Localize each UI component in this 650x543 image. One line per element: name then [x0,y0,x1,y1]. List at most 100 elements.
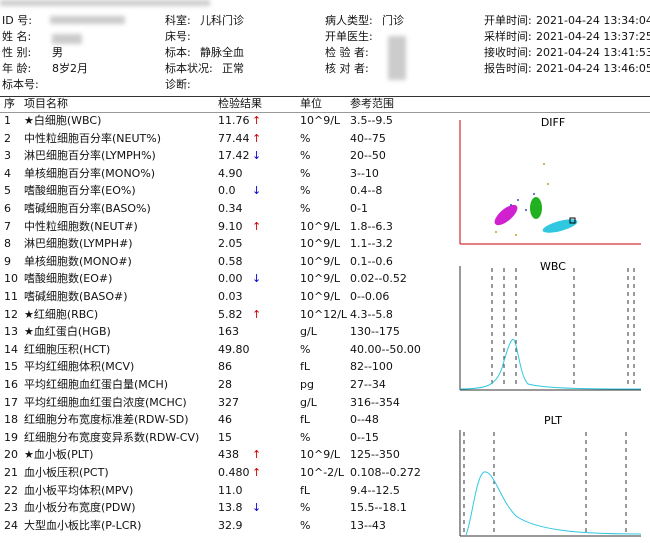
graph-title: WBC [540,260,566,273]
result-flag: ↑ [252,466,262,479]
row-number: 3 [4,149,11,163]
item-name: 中性粒细胞百分率(NEUT%) [24,131,161,145]
unit: % [300,184,311,198]
blurred-signature [388,36,406,80]
result: 17.42 [218,149,250,163]
reference-range: 0.1--0.6 [350,254,393,268]
unit: fL [300,360,311,374]
item-name: ★血小板(PLT) [24,448,94,462]
reference-range: 40--75 [350,131,386,145]
row-number: 1 [4,114,11,127]
result: 9.10 [218,219,243,233]
result: 163 [218,325,239,339]
item-name: ★白细胞(WBC) [24,114,102,127]
reference-range: 0--15 [350,430,379,444]
field-value: 2021-04-24 13:37:25 [536,30,650,43]
unit: 10^9/L [300,448,341,462]
result-flag: ↓ [252,501,262,515]
item-name: 大型血小板比率(P-LCR) [24,518,142,532]
item-name: 单核细胞百分率(MONO%) [24,166,156,180]
graph-title: DIFF [541,116,565,129]
result: 77.44 [218,131,250,145]
rule [0,112,650,113]
item-name: 中性粒细胞数(NEUT#) [24,219,138,233]
field-label: 床号: [165,30,191,43]
field-label: 姓 名: [2,30,32,43]
item-name: 嗜碱细胞百分率(BASO%) [24,202,151,215]
unit: % [300,202,311,215]
result: 5.82 [218,307,243,321]
unit: 10^-2/L [300,466,345,479]
unit: 10^9/L [300,114,341,127]
unit: 10^9/L [300,219,341,233]
result: 15 [218,430,232,444]
row-number: 7 [4,219,11,233]
unit: 10^9/L [300,272,341,286]
field-label: 标本: [165,46,191,59]
field-value: 门诊 [382,14,404,27]
field-value: 正常 [222,62,244,75]
field-label: 核 对 者: [325,62,369,75]
result: 11.76 [218,114,250,127]
result: 32.9 [218,518,243,532]
reference-range: 3.5--9.5 [350,114,393,127]
column-header: 参考范围 [350,97,394,110]
result: 0.0 [218,184,236,198]
item-name: 平均红细胞血红蛋白浓度(MCHC) [24,395,187,409]
unit: 10^9/L [300,237,341,251]
reference-range: 20--50 [350,149,386,163]
reference-range: 0.108--0.272 [350,466,421,479]
diff-graph: DIFF [459,116,641,245]
unit: % [300,131,311,145]
row-number: 6 [4,202,11,215]
result: 0.00 [218,272,243,286]
row-number: 21 [4,466,18,479]
reference-range: 82--100 [350,360,393,374]
rule [0,96,650,97]
item-name: 血小板压积(PCT) [24,466,109,479]
field-label: 开单医生: [325,30,373,43]
field-value: 男 [52,46,63,59]
graph-title: PLT [544,414,562,427]
blurred-name [52,34,82,44]
row-number: 11 [4,290,18,303]
item-name: ★血红蛋白(HGB) [24,325,111,339]
unit: 10^12/L [300,307,348,321]
reference-range: 27--34 [350,378,386,391]
column-header: 项目名称 [24,97,68,110]
field-label: 检 验 者: [325,46,369,59]
column-header: 单位 [300,97,322,110]
field-label: 年 龄: [2,62,32,75]
result: 438 [218,448,239,462]
item-name: 单核细胞数(MONO#) [24,254,132,268]
field-label: 病人类型: [325,14,373,27]
result: 86 [218,360,232,374]
result: 11.0 [218,483,243,497]
row-number: 8 [4,237,11,251]
field-label: 标本状况: [165,62,213,75]
unit: % [300,501,311,515]
result-flag: ↑ [252,448,262,462]
item-name: 血小板平均体积(MPV) [24,483,134,497]
reference-range: 0--48 [350,413,379,427]
reference-range: 0.02--0.52 [350,272,407,286]
field-value: 2021-04-24 13:34:04 [536,14,650,27]
unit: % [300,166,311,180]
unit: % [300,430,311,444]
field-label: 诊断: [165,78,191,91]
item-name: 红细胞分布宽度变异系数(RDW-CV) [24,430,200,444]
row-number: 15 [4,360,18,374]
reference-range: 0.4--8 [350,184,383,198]
item-name: 嗜酸细胞百分率(EO%) [24,184,136,198]
item-name: ★红细胞(RBC) [24,307,99,321]
item-name: 平均红细胞体积(MCV) [24,360,135,374]
field-label: 开单时间: [484,14,532,27]
row-number: 17 [4,395,18,409]
result: 4.90 [218,166,243,180]
result-flag: ↓ [252,149,262,163]
item-name: 淋巴细胞数(LYMPH#) [24,237,133,251]
reference-range: 1.8--6.3 [350,219,393,233]
field-value: 2021-04-24 13:46:05 [536,62,650,75]
plt-graph: PLT [459,414,642,537]
